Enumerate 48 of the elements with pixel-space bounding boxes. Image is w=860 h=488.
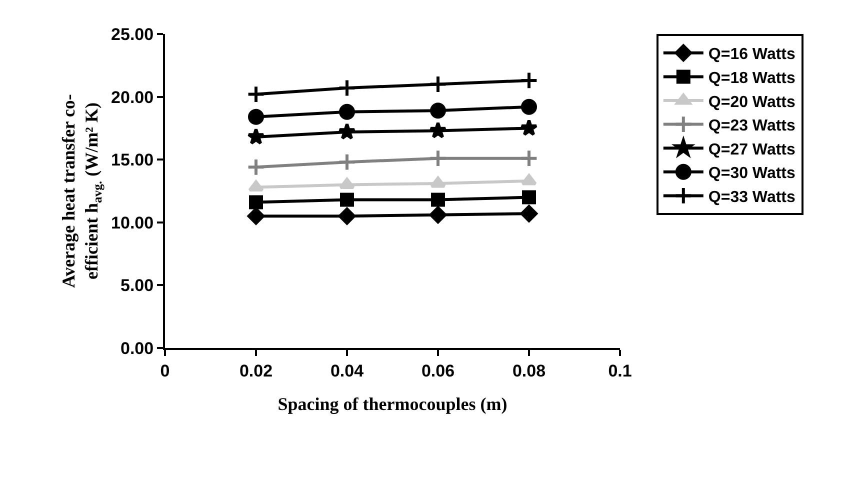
- point: [338, 78, 356, 98]
- point: [246, 85, 266, 104]
- point: [339, 104, 355, 120]
- x-tick-label: 0: [160, 361, 170, 380]
- point: [429, 122, 447, 138]
- x-tick-label: 0.02: [239, 361, 273, 380]
- point: [248, 108, 264, 125]
- y-tick-label: 10.00: [111, 213, 154, 232]
- legend-label: Q=33 Watts: [708, 188, 796, 206]
- legend-label: Q=30 Watts: [708, 165, 796, 182]
- point: [248, 180, 264, 192]
- legend-label: Q=23 Watts: [708, 118, 796, 135]
- point: [520, 149, 538, 168]
- y-tick-label: 0.00: [120, 338, 154, 358]
- legend-label: Q=16 Watts: [708, 46, 796, 64]
- y-tick-label: 15.00: [111, 150, 154, 170]
- point: [430, 176, 446, 188]
- point: [520, 71, 538, 90]
- y-tick-label: 5.00: [120, 276, 154, 296]
- point: [338, 122, 356, 140]
- point: [247, 207, 265, 225]
- point: [431, 192, 445, 207]
- y-tick-label: 20.00: [111, 88, 154, 107]
- point: [428, 75, 448, 94]
- x-axis-title: Spacing of thermocouples (m): [278, 394, 508, 414]
- point: [428, 149, 448, 168]
- point: [340, 192, 354, 207]
- point: [338, 207, 356, 225]
- legend-label: Q=27 Watts: [708, 141, 796, 158]
- point: [522, 190, 536, 204]
- x-tick-label: 0.08: [512, 361, 546, 380]
- x-tick-label: 0.04: [330, 361, 364, 380]
- point: [521, 98, 537, 115]
- point: [246, 158, 266, 176]
- point: [339, 178, 355, 189]
- point: [338, 152, 356, 172]
- y-tick-label: 25.00: [111, 24, 154, 44]
- point: [429, 206, 447, 224]
- point: [247, 128, 265, 145]
- x-tick-label: 0.1: [608, 361, 632, 380]
- x-tick-label: 0.06: [421, 361, 455, 380]
- legend-label: Q=20 Watts: [708, 94, 796, 111]
- point: [249, 195, 263, 210]
- legend-label: Q=18 Watts: [708, 70, 796, 87]
- point: [521, 174, 537, 186]
- point: [520, 204, 538, 222]
- point: [520, 119, 538, 136]
- point: [430, 102, 446, 119]
